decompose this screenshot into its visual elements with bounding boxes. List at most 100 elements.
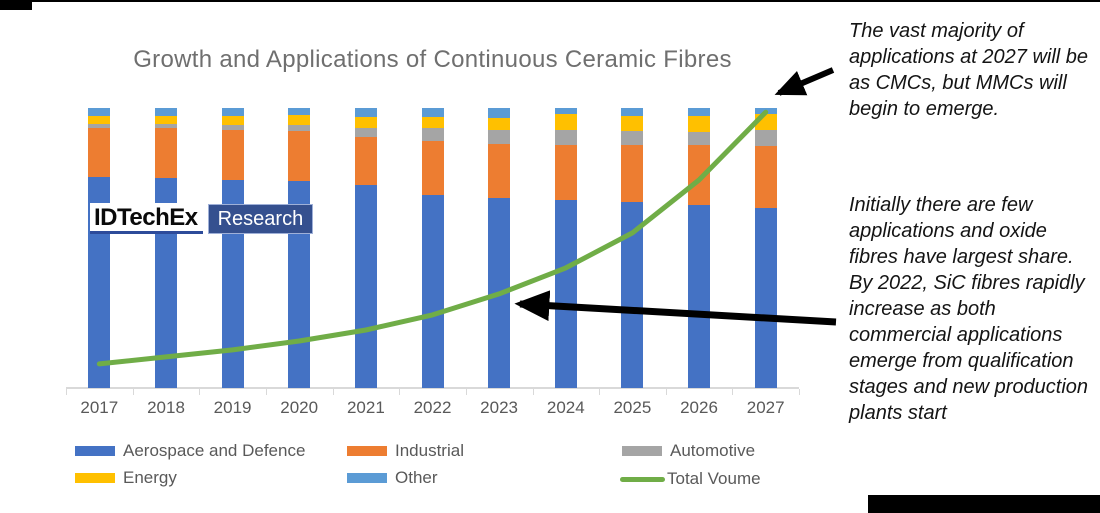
- bar-segment: [621, 115, 644, 131]
- bar-segment: [288, 130, 311, 181]
- bar-segment: [354, 184, 377, 388]
- bar-segment: [155, 115, 177, 125]
- legend-label-aerospace: Aerospace and Defence: [123, 441, 306, 460]
- x-axis-label-2020: 2020: [280, 398, 319, 417]
- stacked-bar-2017: [88, 108, 111, 388]
- legend-item-automotive: Automotive: [622, 441, 755, 461]
- x-axis-label-2023: 2023: [480, 398, 518, 417]
- legend-item-industrial: Industrial: [347, 441, 464, 461]
- bottom-right-bar: [868, 495, 1100, 513]
- bar-segment: [621, 108, 644, 116]
- x-axis-label-2017: 2017: [80, 398, 119, 417]
- legend-item-aerospace: Aerospace and Defence: [75, 441, 305, 461]
- x-axis-tick: [199, 389, 201, 395]
- legend-label-other: Other: [395, 468, 438, 487]
- x-axis-tick: [132, 389, 134, 395]
- bar-segment: [688, 115, 710, 132]
- x-axis-tick: [799, 389, 800, 395]
- x-axis-label-2021: 2021: [346, 398, 385, 417]
- top-left-corner-mark: [0, 0, 32, 10]
- legend-label-total-volume: Total Voume: [667, 469, 761, 488]
- x-axis-label-2018: 2018: [147, 398, 185, 417]
- bar-segment: [554, 200, 577, 388]
- bar-segment: [421, 117, 444, 128]
- legend-swatch-total-volume-line: [620, 476, 665, 482]
- bar-segment: [754, 145, 777, 209]
- bar-segment: [621, 202, 644, 388]
- logo-idtechex-text: IDTechEx: [90, 203, 203, 234]
- bar-segment: [88, 115, 111, 125]
- stacked-bar-2024: [554, 108, 577, 388]
- stacked-bar-2027: [754, 108, 777, 388]
- legend-swatch-aerospace: [75, 446, 115, 456]
- x-axis-tick: [532, 389, 534, 395]
- bar-segment: [688, 145, 710, 205]
- legend-label-automotive: Automotive: [670, 441, 756, 460]
- legend-swatch-industrial: [347, 446, 387, 456]
- bar-segment: [288, 108, 311, 116]
- stacked-bar-2019: [221, 108, 244, 388]
- bar-segment: [488, 118, 511, 130]
- x-axis-label-2026: 2026: [680, 398, 718, 417]
- bar-segment: [688, 204, 710, 388]
- bar-segment: [421, 194, 444, 388]
- legend-swatch-energy: [75, 473, 115, 483]
- x-axis-tick: [665, 389, 667, 395]
- bar-segment: [155, 108, 177, 116]
- stacked-bar-2023: [488, 108, 511, 388]
- bar-segment: [155, 127, 177, 178]
- x-axis-label-2022: 2022: [413, 398, 452, 417]
- stacked-bar-2022: [421, 108, 444, 388]
- bar-segment: [621, 144, 644, 203]
- bar-segment: [354, 136, 377, 185]
- bar-segment: [221, 115, 244, 125]
- bar-segment: [754, 114, 777, 130]
- top-border-line: [0, 0, 1100, 2]
- bar-segment: [554, 145, 577, 201]
- bar-segment: [288, 115, 311, 126]
- x-axis-tick: [332, 389, 334, 395]
- stacked-bar-2025: [621, 108, 644, 388]
- bar-segment: [688, 108, 710, 116]
- legend-item-other: Other: [347, 468, 438, 488]
- bar-segment: [354, 116, 377, 129]
- bar-segment: [421, 127, 444, 141]
- x-axis-tick: [399, 389, 401, 395]
- idtechex-logo: IDTechEx Research: [90, 203, 314, 234]
- bar-segment: [621, 130, 644, 145]
- bar-segment: [221, 129, 244, 180]
- bar-segment: [754, 208, 777, 388]
- bar-segment: [421, 140, 444, 195]
- x-axis-tick: [732, 389, 734, 395]
- bar-segment: [88, 108, 111, 116]
- bar-segment: [488, 129, 511, 145]
- x-axis-label-2019: 2019: [213, 398, 252, 417]
- x-axis-label-2027: 2027: [746, 398, 785, 417]
- annotation-bottom: Initially there are few applications and…: [849, 194, 1089, 424]
- legend-label-industrial: Industrial: [395, 441, 464, 460]
- logo-research-text: Research: [207, 203, 314, 234]
- bar-segment: [88, 128, 111, 177]
- stacked-bar-2026: [688, 108, 710, 388]
- chart-title: Growth and Applications of Continuous Ce…: [133, 46, 732, 73]
- x-axis-tick: [66, 389, 67, 395]
- stacked-bar-2020: [288, 108, 311, 388]
- legend-item-energy: Energy: [75, 468, 177, 488]
- x-axis-line: [66, 387, 799, 389]
- legend-swatch-other: [347, 473, 387, 483]
- x-axis-tick: [265, 389, 267, 395]
- bar-segment: [488, 108, 511, 119]
- bar-segment: [554, 114, 577, 131]
- bar-segment: [754, 129, 777, 146]
- bar-segment: [354, 128, 377, 137]
- legend-swatch-automotive: [622, 446, 662, 456]
- annotation-top: The vast majority of applications at 202…: [849, 20, 1089, 120]
- bar-segment: [688, 131, 710, 146]
- bar-segment: [421, 108, 444, 117]
- bar-segment: [354, 108, 377, 117]
- x-axis-label-2025: 2025: [613, 398, 652, 417]
- stacked-bar-2018: [155, 108, 177, 388]
- bar-segment: [488, 144, 511, 199]
- x-axis-label-2024: 2024: [546, 398, 585, 417]
